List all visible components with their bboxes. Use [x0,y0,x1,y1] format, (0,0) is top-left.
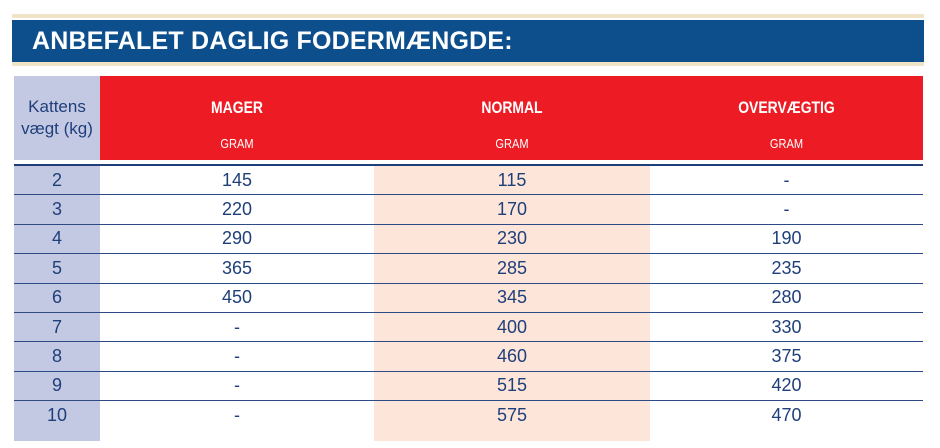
normal-cell: 515 [496,375,528,396]
table-top-rule [14,164,923,166]
table-row: 3 220 170 - [14,195,923,225]
overvaegtig-cell: - [783,169,790,190]
table-row: 2 145 115 - [14,166,923,196]
overvaegtig-cell: 330 [771,316,802,337]
overvaegtig-cell: 470 [771,405,802,426]
page-title: ANBEFALET DAGLIG FODERMÆNGDE: [12,20,924,62]
feeding-table-body: 2 145 115 - 3 220 170 - 4 290 230 190 5 … [14,166,923,431]
column-name: OVERVÆGTIG [738,98,835,117]
normal-cell: 400 [496,316,528,337]
column-header-mager: MAGER GRAM [100,76,374,160]
normal-cell: 230 [496,228,528,249]
table-row: 9 - 515 420 [14,372,923,402]
normal-cell: 115 [497,169,527,190]
weight-cell: 6 [51,287,62,308]
table-row: 10 - 575 470 [14,401,923,430]
weight-header-line1: Kattens [28,97,86,116]
overvaegtig-cell: 280 [771,287,802,308]
mager-cell: - [234,316,240,337]
weight-cell: 5 [51,257,62,278]
overvaegtig-cell: 235 [771,257,802,278]
weight-column-background [14,165,100,441]
table-row: 6 450 345 280 [14,284,923,313]
column-header-overvaegtig: OVERVÆGTIG GRAM [650,76,923,160]
overvaegtig-cell: 190 [771,228,802,249]
column-name: MAGER [211,98,263,117]
table-row: 7 - 400 330 [14,313,923,343]
table-row: 4 290 230 190 [14,225,923,255]
column-unit: GRAM [769,136,804,151]
normal-column-highlight [374,165,650,441]
normal-cell: 460 [496,346,528,367]
mager-cell: 145 [221,169,253,190]
overvaegtig-cell: 420 [771,375,802,396]
normal-cell: 170 [496,199,528,220]
weight-column-header: Kattens vægt (kg) [14,76,100,160]
mager-cell: 450 [221,287,253,308]
category-header-bar: MAGER GRAM NORMAL GRAM OVERVÆGTIG GRAM [100,76,923,160]
mager-cell: 290 [221,228,253,249]
mager-cell: - [234,346,240,367]
normal-cell: 345 [496,287,528,308]
weight-cell: 7 [51,316,62,337]
weight-cell: 2 [51,169,62,190]
normal-cell: 285 [496,257,528,278]
column-header-normal: NORMAL GRAM [374,76,650,160]
weight-cell: 9 [51,375,62,396]
table-row: 8 - 460 375 [14,342,923,372]
overvaegtig-cell: 375 [771,346,802,367]
weight-header-line2: vægt (kg) [21,119,93,138]
weight-cell: 3 [51,199,62,220]
title-top-stripe [12,14,924,18]
table-row: 5 365 285 235 [14,254,923,284]
overvaegtig-cell: - [783,199,790,220]
normal-cell: 575 [496,405,528,426]
weight-cell: 8 [51,346,62,367]
weight-cell: 4 [51,228,62,249]
weight-cell: 10 [46,405,68,426]
column-name: NORMAL [481,98,543,117]
title-bottom-stripe [12,62,924,66]
column-unit: GRAM [495,136,529,151]
mager-cell: 365 [221,257,253,278]
mager-cell: - [234,405,240,426]
column-unit: GRAM [220,136,254,151]
mager-cell: - [234,375,240,396]
mager-cell: 220 [221,199,253,220]
